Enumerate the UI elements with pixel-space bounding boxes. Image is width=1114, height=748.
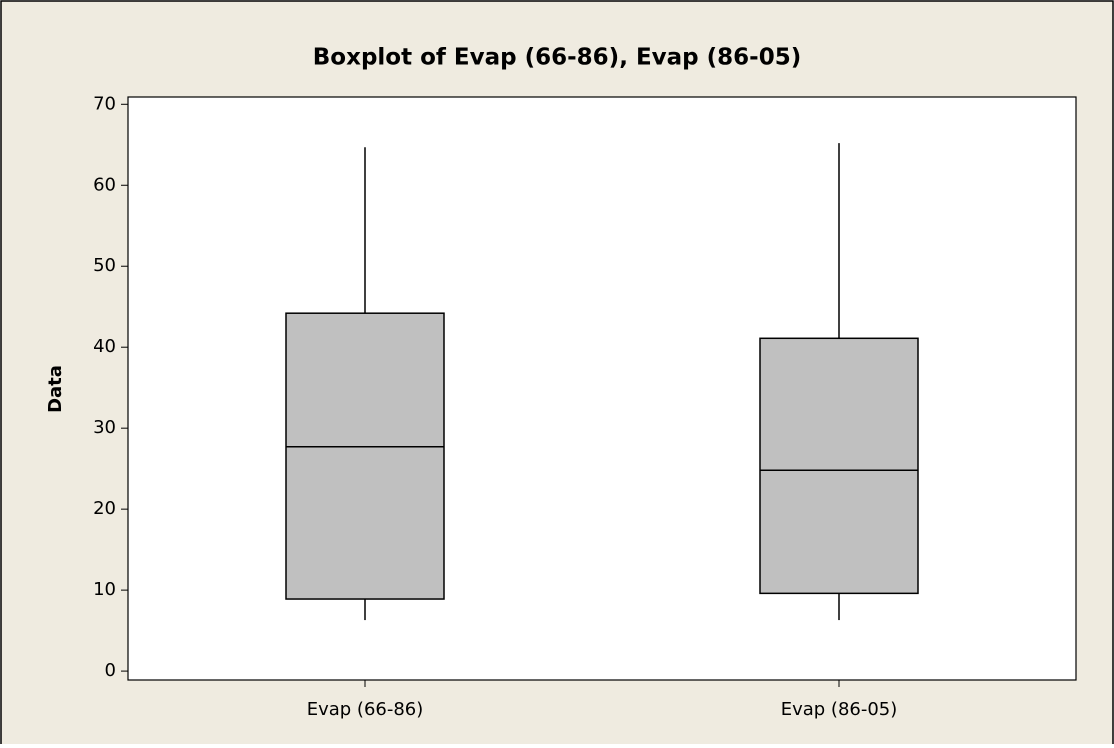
chart-title: Boxplot of Evap (66-86), Evap (86-05) <box>313 45 801 71</box>
y-tick-label: 0 <box>105 660 116 681</box>
y-axis-label: Data <box>45 365 66 413</box>
plot-area <box>127 96 1077 681</box>
y-tick-label: 20 <box>93 498 116 519</box>
y-tick-label: 50 <box>93 255 116 276</box>
box <box>285 312 445 600</box>
box <box>759 337 919 595</box>
y-tick-label: 60 <box>93 174 116 195</box>
y-tick-label: 30 <box>93 417 116 438</box>
x-tick-label: Evap (86-05) <box>781 699 898 720</box>
x-tick-label: Evap (66-86) <box>307 699 424 720</box>
y-tick-label: 40 <box>93 336 116 357</box>
y-tick-label: 70 <box>93 93 116 114</box>
y-tick-label: 10 <box>93 579 116 600</box>
